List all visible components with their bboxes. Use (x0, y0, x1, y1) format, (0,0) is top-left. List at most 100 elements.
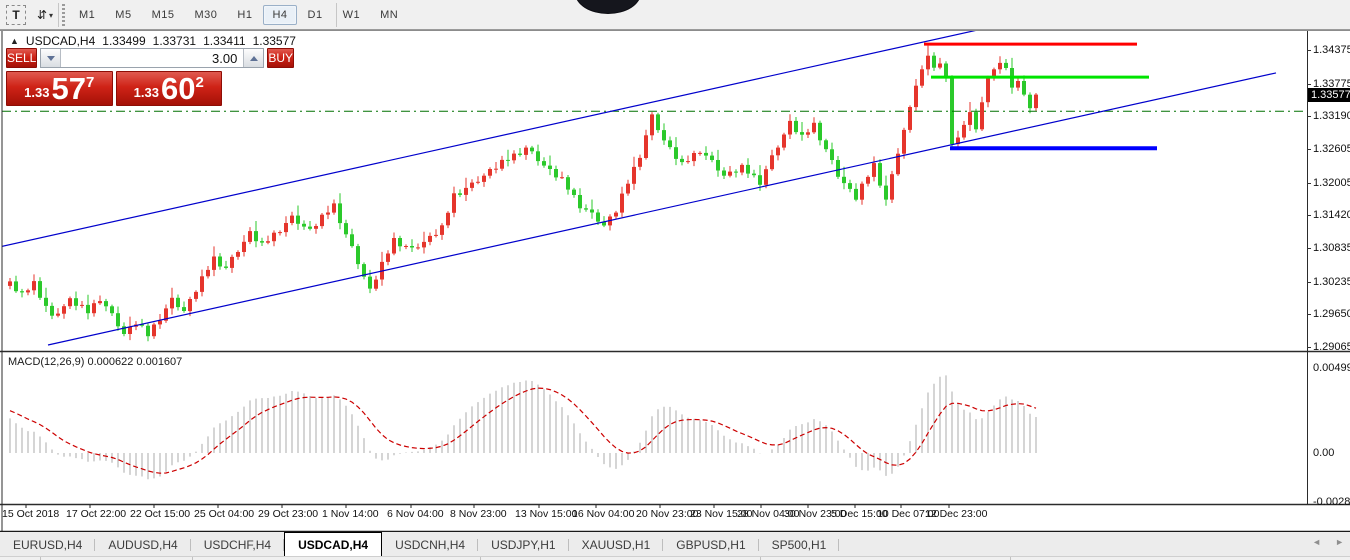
ohlc-low: 1.33411 (203, 34, 246, 48)
timeframe-button-m30[interactable]: M30 (194, 9, 218, 21)
volume-spinner (40, 48, 265, 68)
price-axis-label: 1.31420 (1313, 209, 1350, 222)
price-axis-tick (1307, 314, 1311, 316)
toolbar-separator (58, 3, 59, 27)
time-axis-label: 20 Nov 23:00 (636, 508, 699, 520)
time-axis-label: 16 Nov 04:00 (572, 508, 635, 520)
chart-symbol: USDCAD,H4 (25, 34, 96, 48)
price-axis-tick (1307, 347, 1311, 348)
time-axis-label: 28 Nov 04:00 (737, 508, 800, 520)
price-axis-label: 1.29065 (1313, 341, 1350, 353)
buy-button[interactable]: BUY (267, 48, 295, 68)
time-axis-label: 17 Oct 22:00 (66, 508, 127, 520)
chart-tab-usdchf-h4[interactable]: USDCHF,H4 (191, 534, 285, 556)
timeframe-button-m1[interactable]: M1 (79, 9, 96, 21)
time-axis-label: 30 Nov 23:00 (784, 508, 847, 520)
time-axis-label: 22 Oct 15:00 (130, 508, 191, 520)
status-bar-separator (1010, 557, 1011, 560)
volume-increase-button[interactable] (243, 49, 264, 67)
time-axis-label: 15 Oct 2018 (2, 508, 60, 520)
chart-canvas[interactable] (0, 30, 1350, 532)
tabs-scroll-right-button[interactable]: ► (1335, 537, 1344, 547)
price-axis-label: 1.32005 (1313, 176, 1350, 189)
price-axis-label: 1.33190 (1313, 110, 1350, 123)
price-axis-tick (1307, 215, 1311, 217)
arrows-tool-dropdown[interactable]: ⇵ ▾ (30, 5, 60, 25)
ohlc-high: 1.33731 (152, 34, 197, 48)
macd-signal-line (9, 387, 1037, 474)
triangle-up-icon (249, 55, 258, 61)
chart-tab-sp500-h1[interactable]: SP500,H1 (759, 534, 840, 556)
chart-tab-gbpusd-h1[interactable]: GBPUSD,H1 (663, 534, 759, 556)
broker-logo (575, 0, 641, 14)
price-axis-label: 1.34375 (1313, 44, 1350, 56)
arrows-icon: ⇵ (36, 8, 48, 22)
channel-lower (47, 72, 1277, 346)
timeframe-button-m5[interactable]: M5 (115, 9, 132, 21)
volume-input[interactable] (61, 49, 244, 67)
price-axis-tick (1307, 149, 1311, 150)
ohlc-open: 1.33499 (102, 34, 146, 48)
timeframe-button-d1[interactable]: D1 (307, 9, 323, 21)
sell-button[interactable]: SELL (6, 48, 38, 68)
price-axis-tick (1307, 50, 1311, 51)
toolbar: T ⇵ ▾ M1 M5 M15 M30 H1 H4 D1 W1 MN (0, 0, 1350, 30)
macd-axis-label: 0.00 (1313, 447, 1335, 459)
chart-tab-usdcnh-h4[interactable]: USDCNH,H4 (382, 534, 479, 556)
tabs-scroll-left-button[interactable]: ◄ (1312, 537, 1322, 547)
price-axis-label: 1.32605 (1313, 143, 1350, 155)
triangle-down-icon (46, 55, 55, 61)
time-axis-label: 1 Nov 14:00 (322, 508, 379, 520)
chart-tab-eurusd-h4[interactable]: EURUSD,H4 (0, 534, 96, 556)
volume-decrease-button[interactable] (41, 49, 62, 67)
timeframe-button-m15[interactable]: M15 (151, 9, 175, 21)
time-axis-label: 12 Dec 23:00 (925, 508, 988, 520)
time-axis-label: 10 Dec 07:00 (877, 508, 940, 520)
timeframe-button-h4[interactable]: H4 (263, 5, 297, 25)
ask-pip-digit: 2 (195, 74, 204, 91)
price-axis-label: 1.29650 (1313, 308, 1350, 321)
chart-tab-usdjpy-h1[interactable]: USDJPY,H1 (478, 534, 570, 556)
candles-layer (8, 45, 1038, 342)
price-axis-tick (1307, 248, 1311, 249)
macd-histogram (9, 375, 1037, 480)
time-axis-label: 29 Oct 23:00 (258, 508, 319, 520)
time-axis-label: 5 Dec 15:00 (831, 508, 888, 520)
price-axis-tick (1307, 83, 1311, 85)
status-bar-separator (192, 557, 193, 560)
price-axis-tick (1307, 182, 1311, 184)
price-axis-label: 1.30235 (1313, 275, 1350, 288)
timeframe-button-w1[interactable]: W1 (342, 9, 361, 21)
chart-tab-audusd-h4[interactable]: AUDUSD,H4 (95, 534, 192, 556)
chart-title: ▲ USDCAD,H4 1.33499 1.33731 1.33411 1.33… (10, 34, 296, 48)
chart-tab-usdcad-h4[interactable]: USDCAD,H4 (284, 532, 383, 556)
timeframe-button-mn[interactable]: MN (380, 9, 399, 21)
price-axis-label: 1.33775 (1313, 77, 1350, 90)
chart-tab-bar: EURUSD,H4 AUDUSD,H4 USDCHF,H4 USDCAD,H4 USDC… (0, 532, 1350, 556)
time-axis-label: 6 Nov 04:00 (387, 508, 444, 520)
time-axis-label: 8 Nov 23:00 (450, 508, 507, 520)
toolbar-separator (336, 3, 337, 27)
ask-prefix: 1.33 (133, 85, 159, 100)
one-click-trading-panel: SELL BUY 1.33 57 7 1.33 (6, 48, 295, 106)
chart-tab-xauusd-h1[interactable]: XAUUSD,H1 (569, 534, 664, 556)
status-bar-separator (480, 557, 481, 560)
price-axis-label: 1.30835 (1313, 242, 1350, 254)
timeframe-button-h1[interactable]: H1 (237, 9, 253, 21)
status-bar-separator (40, 557, 41, 560)
time-axis-label: 23 Nov 15:00 (690, 508, 753, 520)
collapse-panel-icon[interactable]: ▲ (10, 36, 19, 46)
text-tool-button[interactable]: T (6, 5, 26, 25)
toolbar-drag-handle[interactable] (62, 4, 65, 26)
macd-axis-label: 0.004999 (1313, 362, 1350, 374)
sell-price-display[interactable]: 1.33 57 7 (6, 71, 113, 106)
chart-window: ▲ USDCAD,H4 1.33499 1.33731 1.33411 1.33… (0, 30, 1350, 532)
macd-indicator-label: MACD(12,26,9) 0.000622 0.001607 (8, 356, 183, 368)
channel-upper (2, 31, 976, 247)
timeframe-toolbar: M1 M5 M15 M30 H1 H4 D1 W1 MN (70, 3, 409, 27)
buy-price-display[interactable]: 1.33 60 2 (115, 71, 222, 106)
bid-pip-digit: 7 (85, 74, 95, 91)
ask-big-digits: 60 (160, 71, 196, 106)
time-axis-label: 13 Nov 15:00 (515, 508, 578, 520)
